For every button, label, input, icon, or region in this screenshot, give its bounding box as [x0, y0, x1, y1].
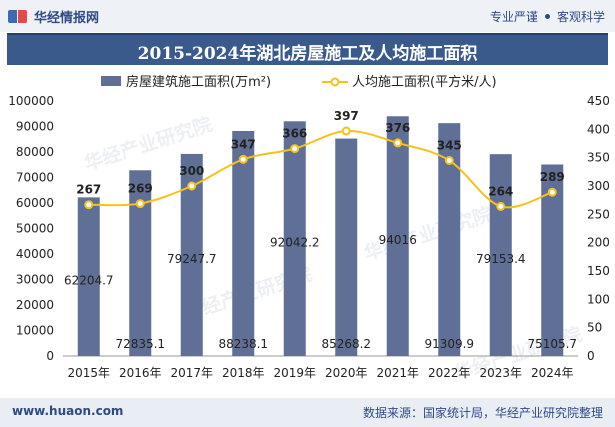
line-point: [496, 201, 506, 211]
y-left-tick-label: 10000: [16, 324, 54, 338]
y-right-tick-label: 350: [587, 151, 610, 165]
x-tick-label: 2020年: [325, 366, 368, 380]
brand[interactable]: 华经情报网: [8, 7, 99, 26]
x-tick-label: 2015年: [67, 366, 110, 380]
bar: [541, 164, 564, 356]
legend-line-label: 人均施工面积(平方米/人): [352, 74, 497, 90]
y-left-tick-label: 0: [46, 349, 54, 363]
line-point: [135, 199, 145, 209]
brand-logo-icon: [8, 8, 28, 25]
y-left-tick-label: 20000: [16, 298, 54, 312]
line-value-label: 289: [540, 170, 565, 184]
bar-value-label: 79153.4: [476, 252, 526, 266]
bar-value-label: 88238.1: [218, 337, 268, 351]
y-right-tick-label: 100: [587, 292, 610, 306]
y-left-tick-label: 30000: [16, 273, 54, 287]
bar-value-label: 91309.9: [424, 337, 474, 351]
bar: [77, 197, 100, 356]
y-left-tick-label: 50000: [16, 222, 54, 236]
series-line: [88, 130, 553, 209]
x-tick-label: 2021年: [376, 366, 419, 380]
line-point: [341, 126, 351, 136]
bar: [180, 153, 203, 356]
brand-name: 华经情报网: [34, 11, 100, 26]
line-value-label: 300: [179, 164, 204, 178]
line-point: [187, 181, 197, 191]
line-value-label: 267: [76, 183, 101, 197]
header-tagline: 专业严谨 客观科学: [490, 8, 605, 25]
line-value-label: 345: [437, 139, 462, 153]
x-tick-label: 2016年: [119, 366, 162, 380]
chart-title: 2015-2024年湖北房屋施工及人均施工面积: [137, 44, 478, 64]
footer-source: 数据来源：国家统计局，华经产业研究院整理: [362, 406, 603, 420]
y-right-tick-label: 200: [587, 236, 610, 250]
line-value-label: 347: [231, 137, 256, 151]
x-tick-label: 2022年: [428, 366, 471, 380]
bar-value-label: 62204.7: [64, 274, 114, 288]
line-value-label: 376: [385, 121, 410, 135]
bar: [438, 123, 461, 356]
y-right-tick-label: 50: [587, 321, 602, 335]
x-tick-label: 2019年: [273, 366, 316, 380]
x-tick-label: 2023年: [479, 366, 522, 380]
x-tick-label: 2024年: [531, 366, 574, 380]
line-point: [547, 187, 557, 197]
y-left-tick-label: 80000: [16, 145, 54, 159]
legend-bar-label: 房屋建筑施工面积(万m²): [126, 74, 271, 90]
x-tick-label: 2017年: [170, 366, 213, 380]
line-point: [444, 156, 454, 165]
line-point: [290, 144, 300, 154]
title-bar: 2015-2024年湖北房屋施工及人均施工面积: [7, 33, 608, 65]
line-point: [238, 154, 248, 164]
y-right-tick-label: 450: [587, 94, 610, 108]
line-point: [84, 200, 94, 210]
line-value-label: 397: [334, 109, 359, 123]
bar: [129, 170, 152, 356]
footer-url[interactable]: www.huaon.com: [12, 404, 124, 418]
y-right-tick-label: 400: [587, 122, 610, 136]
x-tick-label: 2018年: [222, 366, 265, 380]
footer-bar: www.huaon.com 数据来源：国家统计局，华经产业研究院整理: [0, 398, 615, 427]
separator-dot-icon: [544, 14, 550, 19]
bar-value-label: 92042.2: [270, 236, 320, 250]
line-value-label: 264: [488, 184, 513, 198]
line-value-label: 366: [282, 127, 307, 141]
legend-line-marker: [330, 77, 340, 87]
y-right-tick-label: 250: [587, 207, 610, 221]
line-value-label: 269: [128, 182, 153, 196]
bar-value-label: 79247.7: [167, 252, 217, 266]
y-right-tick-label: 300: [587, 179, 610, 193]
bar-value-label: 85268.2: [321, 337, 371, 351]
tagline-objective: 客观科学: [556, 10, 605, 24]
bar-value-label: 72835.1: [115, 337, 165, 351]
y-right-tick-label: 150: [587, 264, 610, 278]
header-bar: 华经情报网 专业严谨 客观科学: [0, 0, 615, 32]
bar-value-label: 75105.7: [527, 337, 577, 351]
line-point: [393, 138, 403, 148]
y-right-tick-label: 0: [587, 349, 595, 363]
bar: [283, 121, 306, 356]
bar: [386, 116, 409, 356]
bar-value-label: 94016: [379, 233, 417, 247]
y-left-tick-label: 90000: [16, 120, 54, 134]
y-left-tick-label: 60000: [16, 196, 54, 210]
bar: [335, 138, 358, 356]
tagline-professional: 专业严谨: [489, 10, 538, 24]
y-left-tick-label: 70000: [16, 171, 54, 185]
legend-bar-swatch: [101, 76, 121, 86]
y-left-tick-label: 40000: [16, 247, 54, 261]
y-left-tick-label: 100000: [8, 94, 54, 108]
bar: [232, 130, 255, 356]
